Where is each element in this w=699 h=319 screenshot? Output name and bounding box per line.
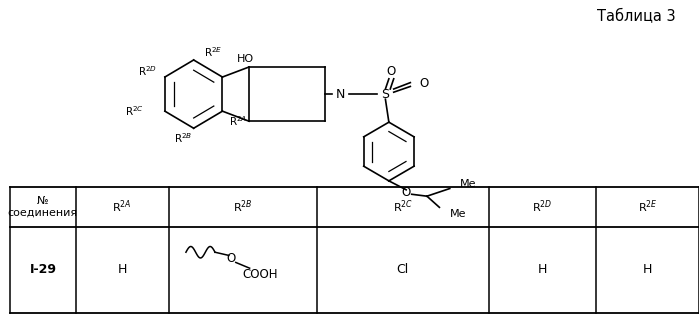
Text: R$^{2B}$: R$^{2B}$: [233, 198, 252, 215]
Text: №
соединения: № соединения: [8, 196, 78, 218]
Text: O: O: [387, 65, 396, 78]
Text: R$^{2C}$: R$^{2C}$: [393, 198, 413, 215]
Text: R$^{2C}$: R$^{2C}$: [125, 104, 144, 118]
Text: S: S: [382, 88, 389, 100]
Text: HO: HO: [237, 54, 254, 64]
Text: R$^{2A}$: R$^{2A}$: [229, 114, 247, 128]
Text: COOH: COOH: [243, 268, 278, 281]
Text: R$^{2E}$: R$^{2E}$: [637, 198, 657, 215]
Text: Cl: Cl: [397, 263, 409, 276]
Text: Me: Me: [460, 179, 477, 189]
Text: Таблица 3: Таблица 3: [598, 10, 676, 25]
Text: R$^{2D}$: R$^{2D}$: [532, 198, 552, 215]
Text: O: O: [226, 252, 236, 265]
Text: R$^{2B}$: R$^{2B}$: [174, 131, 192, 145]
Text: I-29: I-29: [29, 263, 57, 276]
Text: H: H: [538, 263, 547, 276]
Text: R$^{2E}$: R$^{2E}$: [204, 45, 222, 59]
Text: O: O: [401, 187, 411, 199]
Text: H: H: [642, 263, 652, 276]
Text: R$^{2D}$: R$^{2D}$: [138, 64, 157, 78]
Text: Me: Me: [449, 209, 466, 219]
Text: H: H: [117, 263, 127, 276]
Text: N: N: [336, 88, 345, 100]
Text: O: O: [419, 77, 428, 90]
Text: R$^{2A}$: R$^{2A}$: [113, 198, 132, 215]
